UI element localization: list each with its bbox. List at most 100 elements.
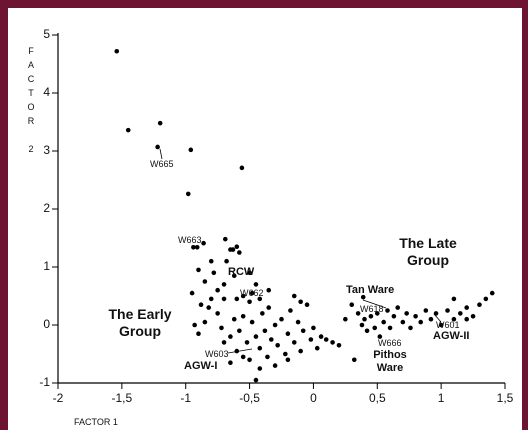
point [266,287,272,293]
point [295,319,301,325]
annotation: W666 [378,338,402,348]
point [237,250,242,255]
annotation: W663 [178,235,202,245]
point [262,328,268,334]
chart: -1 0 1 2 3 4 5 -2 -1,5 -1 -0,5 0 0,5 1 1,5 [39,27,514,405]
point [314,345,320,351]
point [351,357,357,363]
point [221,282,227,287]
point [451,296,457,302]
point [458,311,463,316]
point [336,343,342,348]
point [445,308,450,313]
point [234,348,240,354]
point [377,334,383,339]
point [385,308,390,313]
point [285,331,291,337]
point [253,282,259,287]
point [343,316,348,322]
point [291,293,297,299]
point [279,316,284,322]
point [400,319,406,325]
point [291,340,297,345]
annotation: Tan Ware [346,284,395,296]
point [257,296,263,302]
annotation: W603 [205,349,229,359]
leader-line [362,299,387,309]
y-tick-label: 4 [43,85,50,99]
point [228,360,233,366]
leader-line [227,348,253,354]
point [223,236,228,242]
point [196,267,201,273]
point [387,325,393,331]
x-tick-label: -2 [53,391,64,405]
point [240,293,246,299]
point [260,311,265,316]
point [349,302,355,308]
point [355,311,361,316]
point [157,120,163,126]
point [188,147,194,153]
point [404,311,409,316]
point [298,348,303,354]
point [247,357,252,363]
point [464,316,469,322]
point [395,305,401,310]
y-tick-label: -1 [39,375,50,389]
point [231,273,237,279]
point [362,316,367,322]
point [224,258,229,264]
point [249,319,255,325]
point [298,299,303,305]
point [202,319,208,325]
point [413,314,418,319]
point [423,308,429,313]
y-tick-label: 2 [43,201,50,215]
point [244,340,250,345]
point [192,322,197,328]
point [323,337,329,342]
point [191,244,196,250]
point [228,247,233,252]
point [234,244,240,249]
annotation: W618 [360,304,384,314]
point [185,191,191,197]
point [285,357,291,363]
annotation: The Late Group [399,235,457,268]
point [381,319,386,325]
annotation: AGW-II [433,330,470,342]
point [266,305,272,310]
x-tick-label: -0,5 [239,391,260,405]
point [208,258,214,264]
x-tick-label: 0 [310,391,317,405]
point [257,345,263,351]
point [489,290,495,296]
y-tick-label: 1 [43,259,50,273]
point [272,322,278,328]
point [221,296,227,302]
x-tick-label: 1,5 [497,391,514,405]
annotation: W662 [240,288,264,298]
point [408,325,413,331]
annotation: The Early Group [108,306,172,339]
point [189,290,195,296]
x-tick-label: 1 [438,391,445,405]
point [221,340,227,345]
annotation: AGW-I [184,360,218,372]
annotation: W601 [436,320,460,330]
point [125,127,131,133]
point [364,328,370,334]
point [247,299,252,305]
point [219,325,224,331]
point [237,328,242,334]
point [464,305,469,310]
point [391,314,397,319]
point [253,334,259,339]
point [451,316,457,322]
point [155,144,160,150]
leader-line [433,313,442,323]
annotation: RCW [228,266,255,278]
point [208,296,214,302]
